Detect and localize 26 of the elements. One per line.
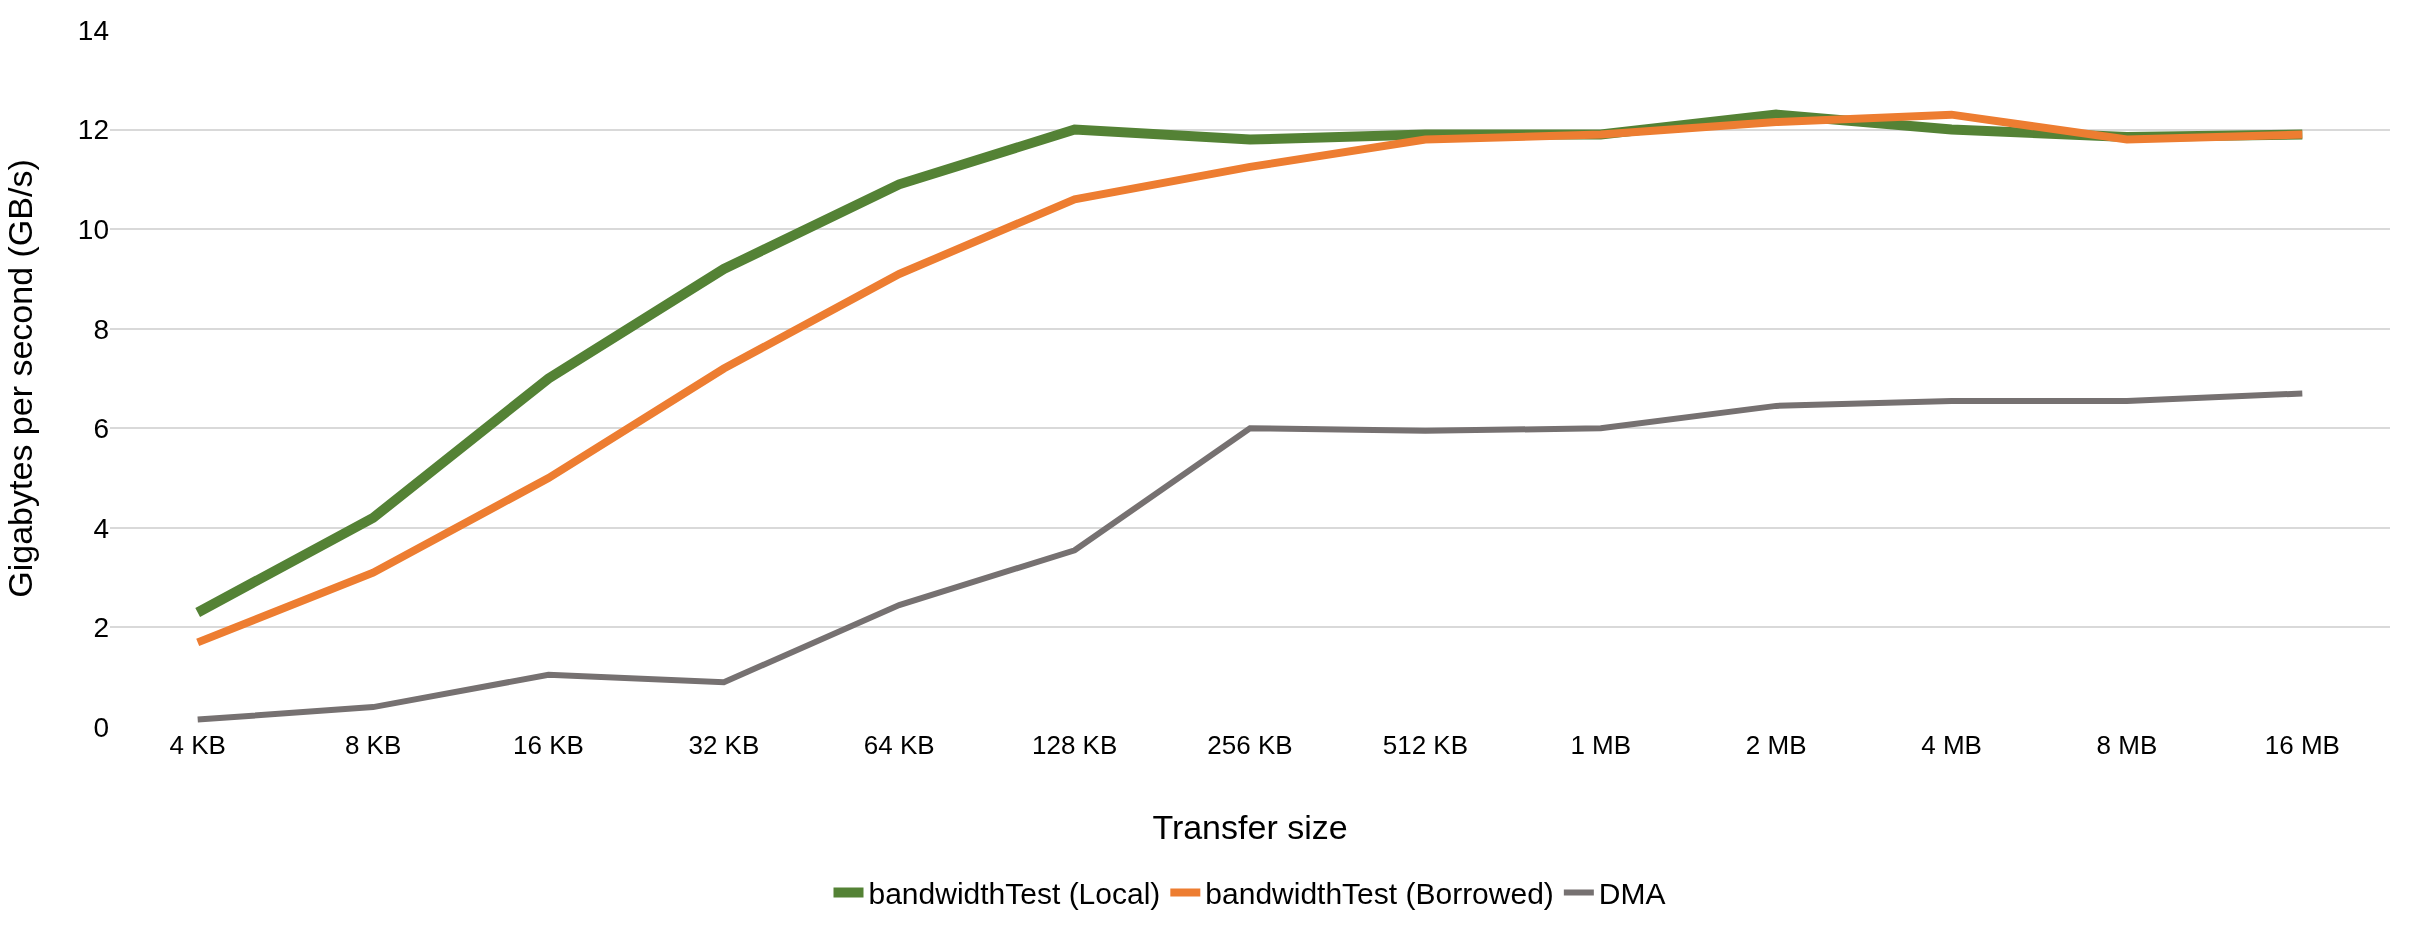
legend-label: DMA (1598, 877, 1666, 911)
y-tick-label: 14 (77, 14, 109, 46)
y-axis-title: Gigabytes per second (GB/s) (1, 159, 39, 598)
x-tick-label: 16 KB (513, 730, 584, 760)
y-tick-label: 8 (93, 313, 109, 345)
y-tick-label: 2 (93, 612, 109, 644)
x-tick-label: 16 MB (2264, 730, 2340, 760)
x-tick-label: 1 MB (1570, 730, 1632, 760)
y-tick-label: 10 (77, 213, 109, 245)
x-tick-label: 8 KB (344, 730, 402, 760)
x-tick-label: 4 KB (169, 730, 226, 760)
x-tick-label: 4 MB (1921, 730, 1982, 760)
y-tick-label: 6 (93, 413, 109, 445)
y-tick-label: 12 (77, 114, 109, 146)
x-tick-label: 2 MB (1745, 730, 1807, 760)
y-tick-label: 0 (93, 711, 109, 743)
x-tick-label: 128 KB (1031, 730, 1118, 760)
legend-label: bandwidthTest (Borrowed) (1205, 877, 1554, 911)
y-tick-label: 4 (93, 512, 109, 544)
x-tick-label: 64 KB (863, 730, 935, 760)
x-tick-label: 256 KB (1207, 730, 1293, 760)
x-tick-label: 32 KB (688, 730, 760, 760)
legend-label: bandwidthTest (Local) (868, 877, 1161, 911)
x-tick-label: 512 KB (1382, 730, 1469, 760)
x-axis-title: Transfer size (1152, 808, 1348, 846)
x-tick-label: 8 MB (2096, 730, 2158, 760)
